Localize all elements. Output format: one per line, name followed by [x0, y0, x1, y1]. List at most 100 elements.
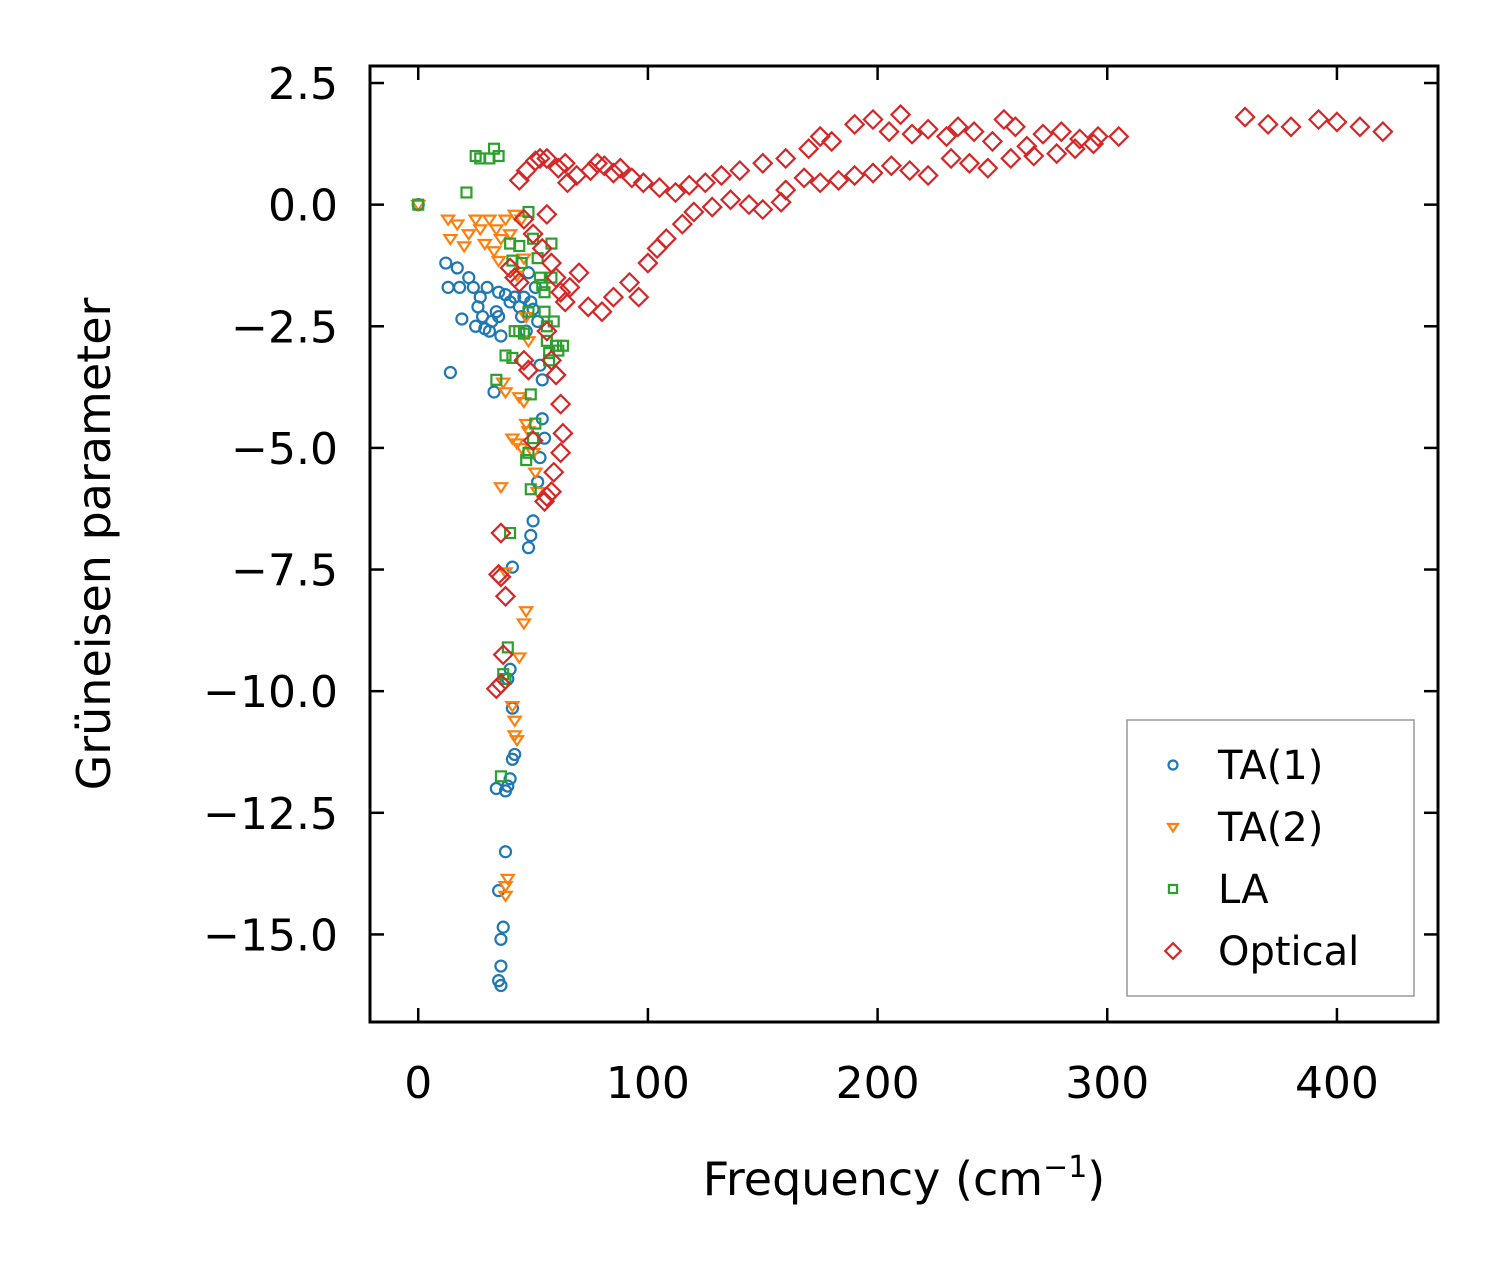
- data-point: [646, 237, 668, 260]
- data-point: [543, 461, 565, 483]
- data-point: [591, 301, 613, 323]
- data-point: [917, 164, 939, 187]
- data-point: [460, 229, 477, 242]
- data-point: [513, 208, 535, 230]
- data-point: [843, 164, 866, 187]
- data-point: [940, 147, 962, 170]
- x-tick-label: 400: [1295, 1058, 1379, 1109]
- plot-frame: [368, 64, 1440, 1024]
- data-point: [1082, 133, 1105, 155]
- data-point: [993, 108, 1015, 131]
- x-tick-label: 100: [606, 1058, 690, 1109]
- series-optical: [485, 103, 1394, 700]
- series-ta-2: [410, 199, 546, 903]
- data-point: [503, 772, 517, 786]
- data-point: [497, 387, 514, 400]
- data-point: [490, 522, 512, 544]
- data-point: [547, 157, 569, 179]
- data-point: [655, 228, 677, 250]
- data-point: [889, 103, 912, 126]
- data-point: [520, 454, 533, 467]
- data-point: [472, 224, 489, 237]
- data-point: [490, 566, 512, 588]
- data-point: [412, 198, 425, 211]
- data-point: [529, 147, 551, 170]
- data-point: [442, 233, 459, 247]
- data-point: [524, 150, 547, 172]
- data-point: [511, 652, 528, 665]
- y-tick-label: −12.5: [203, 789, 338, 840]
- data-point: [504, 701, 521, 714]
- data-point: [494, 932, 508, 946]
- data-point: [524, 388, 537, 401]
- data-point: [508, 735, 526, 748]
- data-point: [490, 255, 507, 269]
- data-point: [527, 432, 540, 445]
- legend-item: Optical: [1163, 929, 1359, 975]
- data-point: [568, 262, 590, 284]
- data-point: [628, 286, 650, 308]
- data-point: [880, 155, 903, 177]
- data-point: [410, 199, 427, 213]
- data-point: [738, 194, 760, 216]
- data-point: [494, 770, 507, 783]
- data-point: [492, 285, 506, 299]
- data-point: [496, 920, 510, 934]
- data-point: [513, 349, 535, 371]
- data-point: [1307, 108, 1330, 131]
- data-point: [963, 121, 985, 143]
- legend-marker: [1165, 822, 1181, 834]
- data-point: [701, 196, 723, 218]
- data-point: [549, 393, 572, 415]
- data-point: [495, 377, 512, 390]
- data-point: [775, 147, 797, 170]
- data-point: [1000, 147, 1022, 170]
- data-point: [694, 172, 716, 194]
- data-point: [485, 246, 503, 259]
- data-point: [752, 152, 774, 174]
- axis-ticks: 0 100 200 300 400 2.5 0.0 −2.5 −5.0 −7.5 −10.0 −12.…: [203, 59, 1438, 1109]
- legend-label: LA: [1218, 867, 1269, 913]
- data-point: [618, 271, 641, 294]
- y-tick-label: −10.0: [203, 667, 338, 718]
- data-point: [556, 172, 579, 194]
- data-point: [917, 118, 939, 140]
- data-point: [958, 152, 981, 174]
- y-tick-label: −15.0: [203, 910, 338, 961]
- data-point: [497, 881, 514, 894]
- data-point: [492, 482, 510, 495]
- data-point: [452, 280, 467, 294]
- data-point: [492, 233, 510, 247]
- data-point: [621, 167, 643, 189]
- data-point: [1349, 116, 1371, 138]
- data-point: [593, 155, 615, 177]
- data-point: [901, 123, 923, 145]
- data-point: [488, 224, 505, 237]
- data-point: [450, 261, 464, 275]
- data-point: [1234, 106, 1256, 128]
- data-point: [497, 214, 514, 227]
- data-point: [522, 429, 544, 452]
- data-point: [473, 290, 487, 304]
- data-point: [504, 527, 517, 540]
- data-point: [515, 618, 532, 631]
- data-point: [543, 354, 556, 367]
- data-point: [506, 715, 523, 728]
- data-point: [494, 978, 508, 993]
- legend-marker: [1167, 759, 1179, 771]
- data-point: [1108, 125, 1130, 148]
- data-point: [533, 490, 556, 513]
- data-point: [1087, 125, 1109, 148]
- data-point: [1280, 116, 1302, 138]
- data-point: [632, 172, 654, 194]
- data-point: [456, 241, 473, 254]
- y-tick-label: −7.5: [231, 546, 338, 597]
- data-point: [524, 528, 538, 543]
- y-tick-label: −2.5: [231, 302, 338, 353]
- data-point: [671, 213, 694, 235]
- data-point: [497, 890, 514, 903]
- data-point: [798, 138, 820, 160]
- data-point: [535, 373, 549, 387]
- data-point: [522, 305, 535, 318]
- data-point: [494, 959, 508, 973]
